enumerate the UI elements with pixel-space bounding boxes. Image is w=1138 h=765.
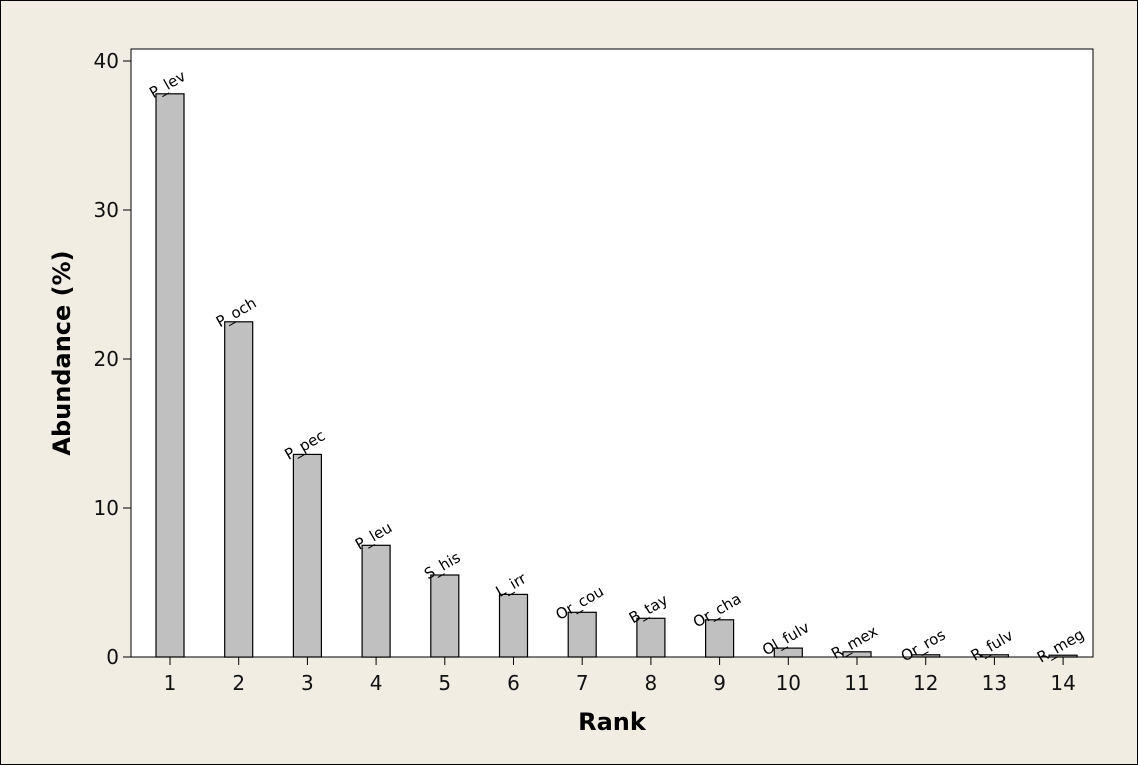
bar	[292, 453, 322, 658]
x-tick-label: 2	[232, 671, 245, 695]
bar	[155, 93, 185, 658]
x-tick-label: 11	[844, 671, 869, 695]
x-tick-label: 9	[713, 671, 726, 695]
bar	[636, 617, 666, 658]
x-tick-label: 10	[776, 671, 801, 695]
y-tick-label: 10	[94, 496, 119, 520]
x-tick-label: 6	[507, 671, 520, 695]
x-tick-label: 5	[438, 671, 451, 695]
bar	[224, 321, 254, 658]
y-tick-label: 0	[106, 645, 119, 669]
bar	[567, 611, 597, 658]
x-tick-label: 3	[301, 671, 314, 695]
bar	[704, 619, 735, 658]
y-axis: 0 10 20 30 40	[94, 49, 131, 669]
x-tick-label: 12	[913, 671, 938, 695]
x-tick-label: 8	[645, 671, 658, 695]
x-axis-title: Rank	[578, 708, 647, 736]
plot-area	[130, 48, 1094, 658]
x-tick-label: 4	[370, 671, 383, 695]
x-tick-label: 1	[164, 671, 177, 695]
bars-group	[155, 93, 1078, 658]
x-axis: 1 2 3 4 5 6 7 8 9 10 11 12 13 14	[164, 657, 1076, 695]
x-tick-label: 14	[1050, 671, 1075, 695]
bar	[361, 544, 391, 658]
y-tick-label: 40	[94, 49, 119, 73]
bar	[430, 574, 460, 658]
x-tick-label: 13	[982, 671, 1007, 695]
bar	[498, 593, 529, 658]
y-axis-title: Abundance (%)	[48, 250, 76, 455]
y-tick-label: 30	[94, 198, 119, 222]
x-tick-label: 7	[576, 671, 589, 695]
y-tick-label: 20	[94, 347, 119, 371]
